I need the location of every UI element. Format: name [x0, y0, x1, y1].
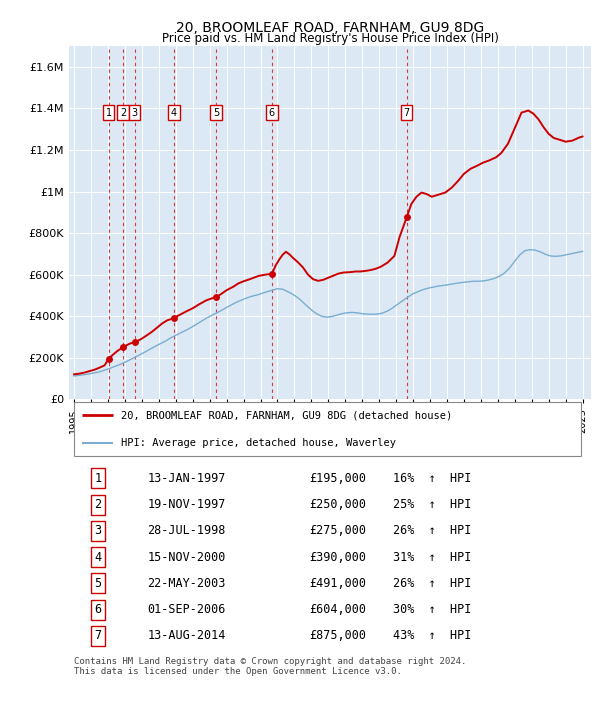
Text: 6: 6 [269, 108, 275, 118]
Text: 3: 3 [94, 525, 101, 537]
Text: 43%  ↑  HPI: 43% ↑ HPI [392, 630, 471, 643]
Text: 6: 6 [94, 604, 101, 616]
Text: 5: 5 [213, 108, 220, 118]
Text: 20, BROOMLEAF ROAD, FARNHAM, GU9 8DG (detached house): 20, BROOMLEAF ROAD, FARNHAM, GU9 8DG (de… [121, 410, 452, 420]
Text: HPI: Average price, detached house, Waverley: HPI: Average price, detached house, Wave… [121, 438, 396, 448]
Text: 3: 3 [131, 108, 137, 118]
Text: 7: 7 [94, 630, 101, 643]
Text: 25%  ↑  HPI: 25% ↑ HPI [392, 498, 471, 511]
Text: 13-JAN-1997: 13-JAN-1997 [147, 472, 226, 485]
Text: 2: 2 [120, 108, 126, 118]
FancyBboxPatch shape [74, 403, 581, 457]
Text: 26%  ↑  HPI: 26% ↑ HPI [392, 525, 471, 537]
Text: 5: 5 [94, 577, 101, 590]
Text: £390,000: £390,000 [310, 551, 367, 564]
Text: Contains HM Land Registry data © Crown copyright and database right 2024.
This d: Contains HM Land Registry data © Crown c… [74, 657, 467, 677]
Text: 16%  ↑  HPI: 16% ↑ HPI [392, 472, 471, 485]
Text: 01-SEP-2006: 01-SEP-2006 [147, 604, 226, 616]
Text: 22-MAY-2003: 22-MAY-2003 [147, 577, 226, 590]
Text: 28-JUL-1998: 28-JUL-1998 [147, 525, 226, 537]
Text: 4: 4 [94, 551, 101, 564]
Text: 31%  ↑  HPI: 31% ↑ HPI [392, 551, 471, 564]
Text: £250,000: £250,000 [310, 498, 367, 511]
Text: Price paid vs. HM Land Registry's House Price Index (HPI): Price paid vs. HM Land Registry's House … [161, 32, 499, 45]
Text: 13-AUG-2014: 13-AUG-2014 [147, 630, 226, 643]
Text: 7: 7 [403, 108, 410, 118]
Text: 26%  ↑  HPI: 26% ↑ HPI [392, 577, 471, 590]
Text: 2: 2 [94, 498, 101, 511]
Text: 1: 1 [106, 108, 112, 118]
Text: £195,000: £195,000 [310, 472, 367, 485]
Text: 15-NOV-2000: 15-NOV-2000 [147, 551, 226, 564]
Text: £491,000: £491,000 [310, 577, 367, 590]
Text: £875,000: £875,000 [310, 630, 367, 643]
Text: 1: 1 [94, 472, 101, 485]
Text: 19-NOV-1997: 19-NOV-1997 [147, 498, 226, 511]
Text: 20, BROOMLEAF ROAD, FARNHAM, GU9 8DG: 20, BROOMLEAF ROAD, FARNHAM, GU9 8DG [176, 21, 484, 35]
Text: 4: 4 [170, 108, 177, 118]
Text: £604,000: £604,000 [310, 604, 367, 616]
Text: 30%  ↑  HPI: 30% ↑ HPI [392, 604, 471, 616]
Text: £275,000: £275,000 [310, 525, 367, 537]
